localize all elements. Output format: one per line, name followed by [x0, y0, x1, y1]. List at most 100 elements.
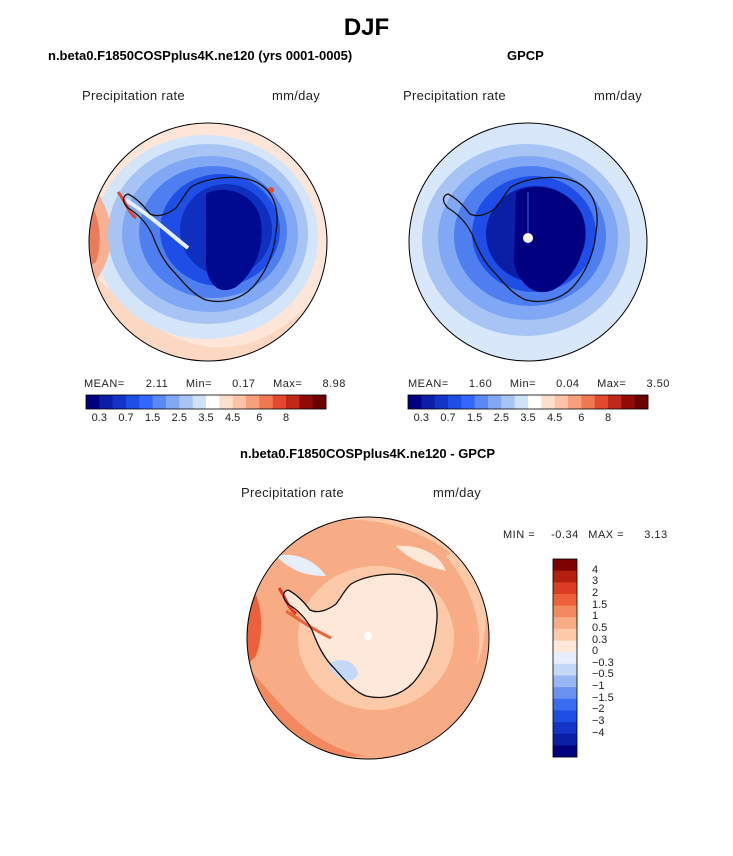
diff-units-label: mm/day: [433, 485, 482, 500]
model-colorbar-box: [246, 395, 260, 409]
diff-colorbar-box: [553, 710, 577, 723]
obs-mean-label: MEAN=: [408, 378, 449, 390]
diff-colorbar-tick: 4: [592, 563, 599, 576]
model-panel-title: n.beta0.F1850COSPplus4K.ne120 (yrs 0001-…: [48, 48, 353, 63]
model-colorbar-box: [139, 395, 153, 409]
obs-colorbar-box: [594, 395, 609, 409]
model-colorbar-box: [299, 395, 313, 409]
obs-colorbar-box: [434, 395, 449, 409]
diff-colorbar-box: [553, 617, 577, 630]
diff-colorbar-box: [553, 652, 577, 665]
diff-colorbar-ticks: 4 3 2 1.5 1 0.5 0.3 0 −0.3 −0.5 −1 −1.5 −2 −3 −4: [580, 559, 620, 757]
obs-colorbar-box: [421, 395, 435, 409]
diff-colorbar-box: [553, 675, 577, 688]
model-colorbar-box: [206, 395, 220, 409]
model-colorbar-box: [166, 395, 180, 409]
diff-colorbar-box: [553, 593, 577, 606]
diff-colorbar-tick: −4: [592, 726, 605, 739]
obs-colorbar-tick: 1.5: [467, 412, 483, 424]
obs-max-label: Max=: [597, 378, 627, 390]
diff-colorbar-tick: −1.5: [592, 691, 614, 704]
diff-colorbar-tick: 2: [592, 586, 599, 599]
obs-colorbar-box: [581, 395, 595, 409]
model-max-label: Max=: [273, 378, 303, 390]
diff-colorbar-tick: −2: [592, 703, 605, 716]
model-colorbar-box: [232, 395, 247, 409]
obs-colorbar-box: [608, 395, 622, 409]
diff-colorbar-tick: 3: [592, 575, 599, 588]
diff-colorbar-tick: −3: [592, 715, 605, 728]
obs-colorbar-box: [514, 395, 529, 409]
model-colorbar-tick: 0.3: [91, 412, 107, 424]
obs-polar-map: [408, 122, 648, 362]
diff-colorbar-tick: 1: [592, 610, 599, 623]
obs-colorbar-box: [408, 395, 422, 409]
diff-colorbar-box: [553, 687, 577, 700]
diff-colorbar-box: [553, 628, 577, 641]
model-colorbar-tick: 6: [256, 412, 263, 424]
obs-colorbar-box: [541, 395, 555, 409]
model-units-label: mm/day: [272, 88, 321, 103]
model-colorbar-box: [219, 395, 233, 409]
diff-colorbar-tick: 0: [592, 645, 599, 658]
model-colorbar-tick: 0.7: [118, 412, 134, 424]
obs-colorbar: [407, 394, 649, 410]
model-colorbar-box: [126, 395, 140, 409]
model-min-value: 0.17: [232, 378, 256, 390]
obs-colorbar-tick: 6: [578, 412, 585, 424]
model-colorbar-box: [192, 395, 207, 409]
model-colorbar-tick: 3.5: [198, 412, 214, 424]
model-colorbar-box: [99, 395, 113, 409]
obs-colorbar-box: [634, 395, 649, 409]
model-colorbar-tick: 4.5: [225, 412, 241, 424]
model-colorbar-tick: 2.5: [171, 412, 187, 424]
diff-colorbar-tick: 0.3: [592, 633, 608, 646]
obs-colorbar-box: [474, 395, 489, 409]
model-mean-label: MEAN=: [84, 378, 125, 390]
diff-colorbar-box: [553, 698, 577, 711]
diff-min-label: MIN =: [503, 529, 536, 541]
obs-colorbar-box: [568, 395, 582, 409]
obs-colorbar-box: [488, 395, 502, 409]
model-colorbar-box: [152, 395, 167, 409]
obs-units-label: mm/day: [594, 88, 643, 103]
diff-field-label: Precipitation rate: [241, 485, 344, 500]
model-colorbar-box: [286, 395, 300, 409]
model-polar-map: [88, 122, 328, 362]
diff-min-value: -0.34: [551, 529, 579, 541]
diff-colorbar-tick: −0.5: [592, 668, 614, 681]
obs-colorbar-tick: 0.3: [413, 412, 429, 424]
diff-colorbar-box: [553, 640, 577, 653]
obs-colorbar-tick: 3.5: [520, 412, 536, 424]
model-max-value: 8.98: [322, 378, 346, 390]
diff-colorbar-tick: 0.5: [592, 621, 608, 634]
figure-title: DJF: [343, 14, 390, 41]
model-colorbar-box: [86, 395, 100, 409]
diff-colorbar-box: [553, 663, 577, 676]
obs-max-value: 3.50: [646, 378, 670, 390]
model-mean-value: 2.11: [145, 378, 169, 390]
obs-colorbar-box: [448, 395, 462, 409]
diff-colorbar-tick: −0.3: [592, 656, 614, 669]
model-colorbar-ticks: 0.3 0.7 1.5 2.5 3.5 4.5 6 8: [86, 412, 326, 426]
obs-colorbar-tick: 8: [604, 412, 612, 424]
model-colorbar-box: [259, 395, 273, 409]
diff-colorbar: [552, 558, 578, 758]
diff-colorbar-tick: 1.5: [592, 598, 608, 611]
obs-field-label: Precipitation rate: [403, 88, 506, 103]
diff-max-value: 3.13: [644, 529, 668, 541]
model-colorbar-tick: 1.5: [145, 412, 161, 424]
diff-colorbar-box: [553, 559, 577, 571]
diff-colorbar-box: [553, 745, 577, 758]
model-colorbar-box: [179, 395, 193, 409]
diff-colorbar-box: [553, 570, 577, 583]
diff-colorbar-box: [553, 582, 577, 595]
obs-min-value: 0.04: [556, 378, 580, 390]
obs-panel-title: GPCP: [507, 48, 544, 63]
diff-colorbar-tick: −1: [592, 680, 605, 693]
diff-colorbar-box: [553, 733, 577, 746]
model-colorbar-box: [312, 395, 327, 409]
obs-colorbar-box: [528, 395, 542, 409]
diff-panel-title: n.beta0.F1850COSPplus4K.ne120 - GPCP: [240, 446, 496, 461]
obs-colorbar-box: [621, 395, 635, 409]
